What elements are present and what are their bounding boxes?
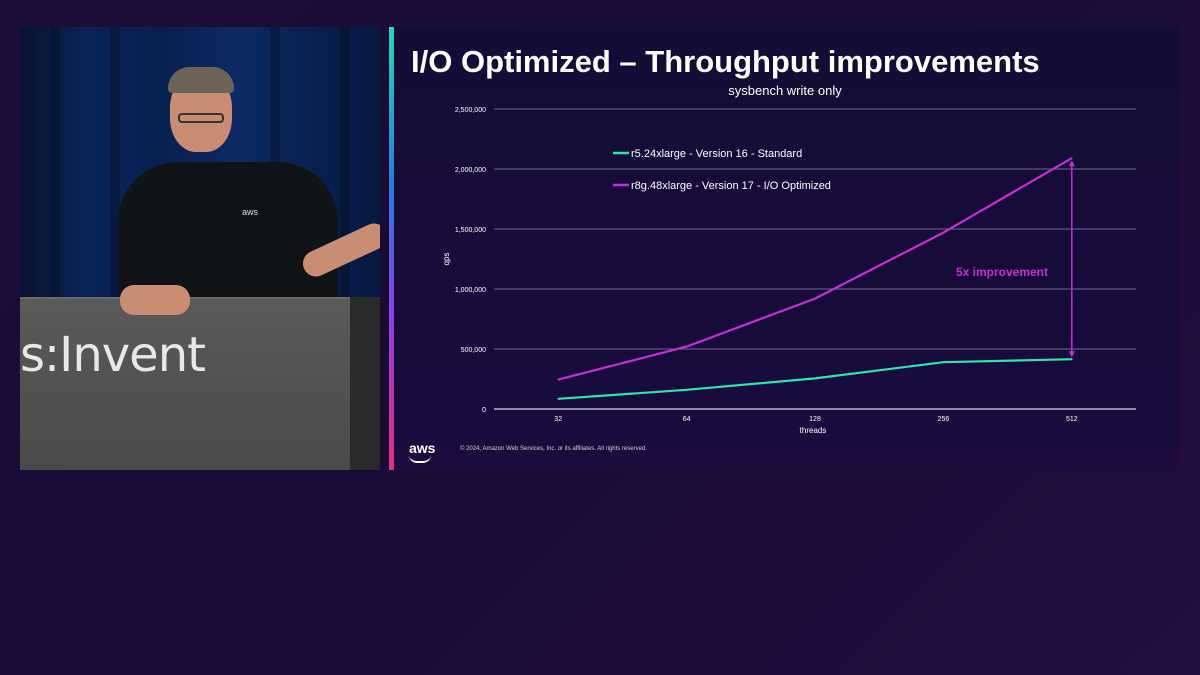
curtain-fold bbox=[50, 27, 60, 470]
y-tick-label: 2,500,000 bbox=[455, 107, 486, 114]
curtain-fold bbox=[110, 27, 120, 470]
data-point bbox=[814, 297, 816, 300]
y-axis-label: qps bbox=[442, 253, 451, 266]
y-tick-label: 0 bbox=[482, 407, 486, 414]
x-tick-label: 128 bbox=[809, 416, 821, 423]
chart-title: sysbench write only bbox=[728, 83, 842, 98]
arrow-head-top bbox=[1068, 160, 1075, 167]
legend-label-io-optimized: r8g.48xlarge - Version 17 - I/O Optimize… bbox=[631, 180, 831, 192]
improvement-annotation: 5x improvement bbox=[956, 160, 1075, 358]
podium-edge bbox=[350, 297, 380, 470]
speaker-glasses bbox=[178, 113, 224, 123]
y-tick-label: 2,000,000 bbox=[455, 167, 486, 174]
data-point bbox=[1071, 157, 1073, 159]
slide-accent-bar bbox=[389, 27, 394, 470]
shirt-aws-logo: aws bbox=[242, 207, 259, 217]
slide-title: I/O Optimized – Throughput improvements bbox=[411, 44, 1040, 79]
podium-event-text: s:Invent bbox=[20, 327, 206, 383]
legend-label-standard: r5.24xlarge - Version 16 - Standard bbox=[631, 148, 802, 160]
data-point bbox=[814, 377, 816, 380]
data-point bbox=[557, 378, 559, 381]
data-point bbox=[685, 345, 688, 348]
x-tick-label: 512 bbox=[1066, 416, 1078, 423]
presentation-slide: I/O Optimized – Throughput improvements … bbox=[389, 27, 1179, 470]
copyright-text: © 2024, Amazon Web Services, Inc. or its… bbox=[460, 446, 647, 452]
aws-logo-smile bbox=[409, 455, 431, 463]
x-axis-label: threads bbox=[800, 426, 827, 435]
data-point bbox=[557, 398, 559, 400]
x-tick-label: 256 bbox=[938, 416, 950, 423]
data-point bbox=[685, 389, 688, 391]
chart-legend: r5.24xlarge - Version 16 - Standard r8g.… bbox=[613, 148, 831, 192]
throughput-chart: sysbench write only 0 500,000 1,000,000 1,5… bbox=[442, 83, 1136, 435]
speaker-hand bbox=[120, 285, 190, 315]
speaker-hair-top bbox=[168, 67, 234, 93]
data-point bbox=[942, 361, 945, 364]
aws-logo: aws bbox=[409, 440, 436, 456]
y-tick-label: 1,500,000 bbox=[455, 227, 486, 234]
data-point bbox=[1071, 358, 1073, 361]
speaker-video: aws s:Invent bbox=[20, 27, 380, 470]
improvement-label: 5x improvement bbox=[956, 265, 1048, 279]
data-point bbox=[942, 231, 945, 234]
x-tick-label: 64 bbox=[683, 416, 691, 423]
y-tick-label: 1,000,000 bbox=[455, 287, 486, 294]
y-tick-label: 500,000 bbox=[461, 347, 486, 354]
x-tick-label: 32 bbox=[554, 416, 562, 423]
podium: s:Invent bbox=[20, 297, 350, 470]
arrow-head-bottom bbox=[1068, 351, 1075, 358]
